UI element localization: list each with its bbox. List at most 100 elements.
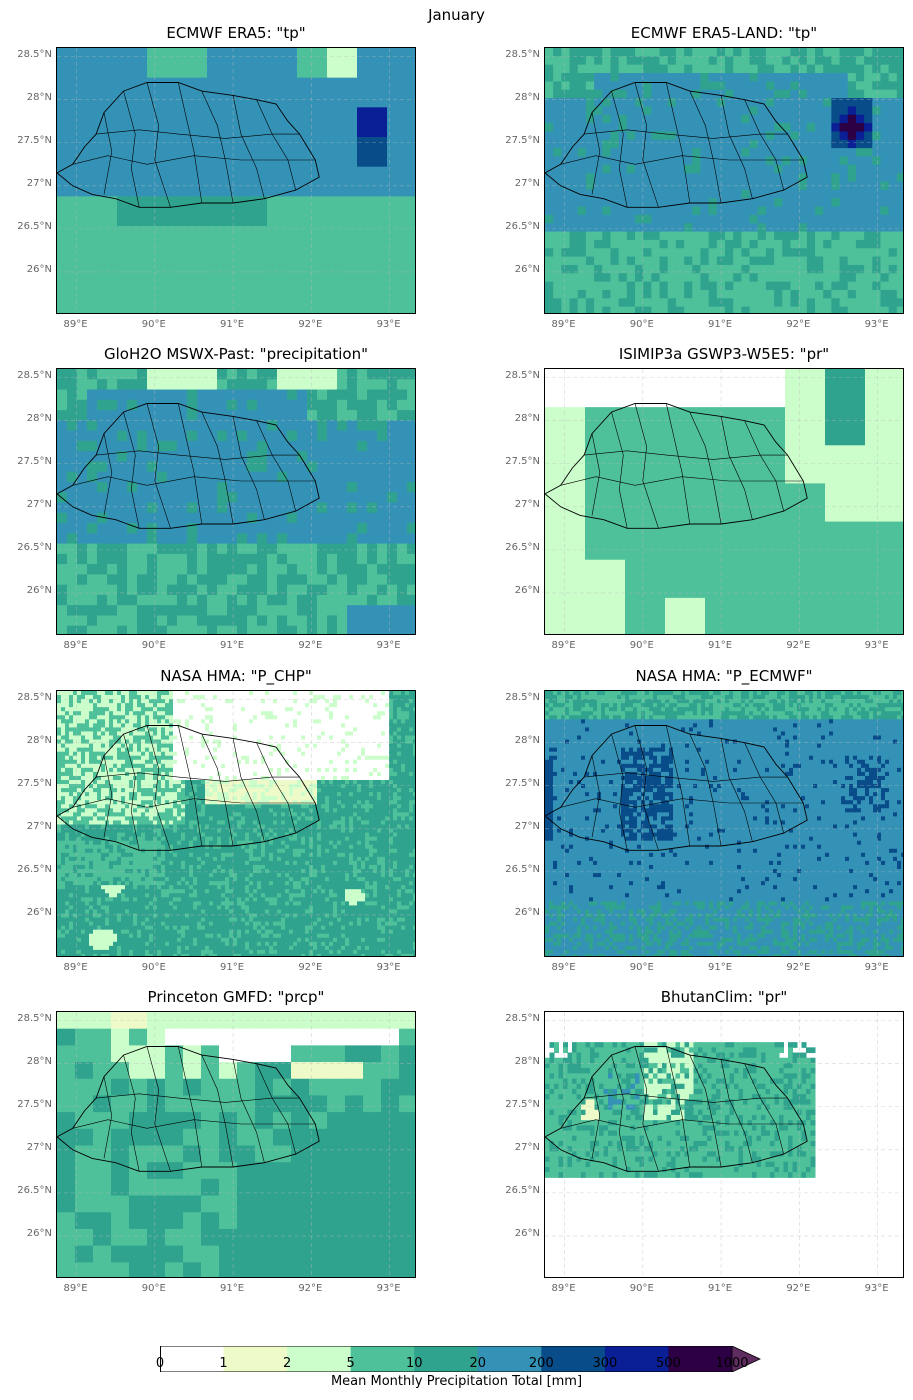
map-area — [544, 368, 904, 635]
lon-tick-label: 93°E — [376, 1283, 401, 1294]
map-area — [544, 47, 904, 314]
lon-tick-label: 91°E — [708, 1283, 733, 1294]
district-border — [178, 725, 203, 847]
panel-title: ECMWF ERA5: "tp" — [166, 24, 306, 42]
lat-tick-label: 27.5°N — [505, 777, 540, 789]
district-border — [720, 95, 753, 199]
district-border — [103, 755, 113, 838]
district-border — [689, 733, 722, 847]
district-border — [560, 476, 804, 486]
lon-tick-label: 92°E — [786, 962, 811, 973]
lat-tick-label: 28.5°N — [505, 1012, 540, 1024]
district-border — [201, 411, 234, 525]
lon-tick-label: 90°E — [141, 962, 166, 973]
district-border — [744, 742, 784, 834]
district-border — [72, 476, 316, 486]
lon-tick-label: 92°E — [298, 640, 323, 651]
lon-tick-label: 90°E — [629, 1283, 654, 1294]
district-border — [178, 82, 203, 204]
panel-title: ISIMIP3a GSWP3-W5E5: "pr" — [618, 345, 830, 363]
colorbar-segment — [414, 1346, 479, 1372]
map-panel: NASA HMA: "P_CHP" 28.5°N 28°N 27.5°N 27°N 26.… — [17, 667, 416, 973]
lat-tick-label: 26.5°N — [17, 1184, 52, 1196]
lat-tick-label: 27.5°N — [505, 134, 540, 146]
lat-tick-label: 26°N — [514, 906, 540, 918]
colorbar-tick-label: 2 — [282, 1356, 292, 1371]
lat-tick-label: 26°N — [26, 584, 52, 596]
lat-tick-label: 27.5°N — [17, 455, 52, 467]
lon-tick-label: 89°E — [63, 640, 88, 651]
district-border — [689, 411, 722, 525]
district-border — [201, 733, 234, 847]
district-border — [591, 755, 601, 838]
lon-tick-label: 92°E — [786, 640, 811, 651]
precipitation-field — [57, 691, 415, 956]
lat-tick-label: 26.5°N — [505, 863, 540, 875]
district-border — [560, 1119, 804, 1129]
map-panel: GloH2O MSWX-Past: "precipitation" 28.5°N 2… — [17, 345, 416, 651]
lat-tick-label: 26°N — [514, 584, 540, 596]
lat-tick-label: 27.5°N — [17, 1098, 52, 1110]
lon-tick-label: 92°E — [786, 1283, 811, 1294]
district-border — [256, 1063, 296, 1155]
lon-tick-label: 92°E — [786, 319, 811, 330]
lat-tick-label: 28°N — [514, 734, 540, 746]
district-border — [611, 1055, 628, 1172]
colorbar-segment — [160, 1346, 225, 1372]
district-border — [103, 1076, 113, 1159]
lat-tick-label: 27°N — [514, 177, 540, 189]
colorbar-segment — [541, 1346, 606, 1372]
lon-tick-label: 89°E — [551, 962, 576, 973]
lon-tick-label: 93°E — [376, 962, 401, 973]
lat-tick-label: 28°N — [26, 91, 52, 103]
district-border — [591, 1076, 601, 1159]
lat-tick-label: 28°N — [514, 91, 540, 103]
lat-tick-label: 27°N — [514, 820, 540, 832]
district-border — [560, 155, 804, 165]
lat-tick-label: 26°N — [514, 1227, 540, 1239]
district-border — [744, 99, 784, 191]
lat-tick-label: 28.5°N — [17, 369, 52, 381]
map-area — [56, 47, 416, 314]
lat-tick-label: 28°N — [26, 412, 52, 424]
colorbar-label: Mean Monthly Precipitation Total [mm] — [330, 1374, 583, 1389]
panel-title: NASA HMA: "P_ECMWF" — [635, 667, 813, 685]
colorbar-tick-label: 1000 — [715, 1356, 749, 1371]
lat-tick-label: 27°N — [26, 820, 52, 832]
district-border — [720, 738, 753, 842]
district-border — [96, 1093, 300, 1103]
lon-tick-label: 93°E — [376, 640, 401, 651]
lat-tick-label: 28°N — [26, 1055, 52, 1067]
lat-tick-label: 26.5°N — [505, 220, 540, 232]
district-border — [584, 129, 788, 139]
lon-tick-label: 89°E — [63, 1283, 88, 1294]
lon-tick-label: 92°E — [298, 962, 323, 973]
district-border — [666, 1046, 691, 1168]
precipitation-field — [57, 48, 415, 313]
district-border — [96, 450, 300, 460]
district-border — [146, 725, 171, 851]
lon-tick-label: 90°E — [629, 640, 654, 651]
district-border — [256, 420, 296, 512]
lat-tick-label: 28.5°N — [17, 691, 52, 703]
lat-tick-label: 28.5°N — [17, 1012, 52, 1024]
lon-tick-label: 93°E — [864, 640, 889, 651]
district-border — [178, 1046, 203, 1168]
colorbar-segment — [350, 1346, 415, 1372]
district-border — [744, 1063, 784, 1155]
lon-tick-label: 90°E — [141, 1283, 166, 1294]
district-border — [634, 403, 659, 529]
district-border — [666, 725, 691, 847]
colorbar-extend-arrow — [731, 1345, 761, 1373]
colorbar-tick-label: 5 — [346, 1356, 355, 1371]
lat-tick-label: 26°N — [26, 906, 52, 918]
lat-tick-label: 26°N — [26, 263, 52, 275]
lon-tick-label: 90°E — [141, 640, 166, 651]
lat-tick-label: 28.5°N — [505, 691, 540, 703]
district-border — [611, 734, 628, 851]
district-border — [584, 1093, 788, 1103]
lon-tick-label: 93°E — [376, 319, 401, 330]
lon-tick-label: 90°E — [629, 319, 654, 330]
district-border — [720, 416, 753, 520]
panel-title: NASA HMA: "P_CHP" — [160, 667, 312, 685]
